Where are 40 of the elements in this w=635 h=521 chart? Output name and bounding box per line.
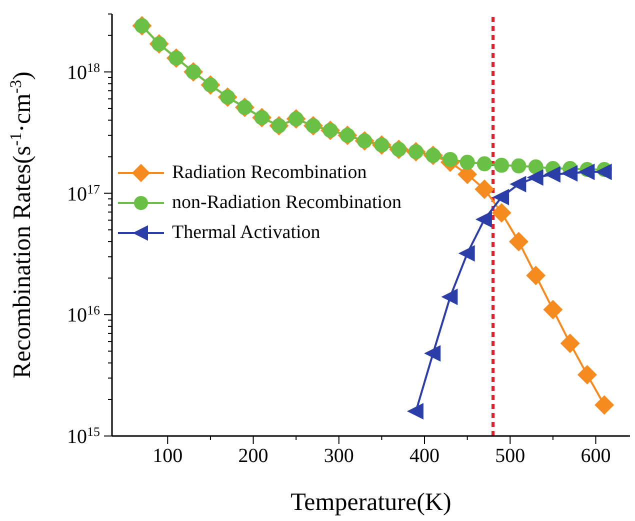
point	[561, 165, 578, 182]
point	[494, 158, 510, 173]
point	[560, 334, 580, 354]
point	[528, 159, 544, 174]
point	[508, 232, 528, 252]
x-tick-label: 300	[324, 445, 354, 467]
x-tick-label: 600	[580, 445, 611, 467]
point	[544, 166, 560, 183]
point	[476, 156, 492, 172]
y-tick-label: 10$^{15}$	[67, 424, 100, 448]
point	[595, 164, 612, 180]
x-axis-title: Temperature(K)	[290, 489, 452, 516]
point	[441, 288, 458, 306]
point	[594, 395, 614, 415]
point	[492, 203, 512, 223]
legend-label: Radiation Recombination	[172, 162, 367, 184]
point	[475, 211, 492, 228]
point	[460, 154, 475, 170]
point	[458, 245, 475, 262]
y-tick-label: 10$^{17}$	[67, 180, 100, 206]
point	[442, 152, 458, 167]
legend-label: Thermal Activation	[172, 222, 320, 244]
x-tick-label: 500	[495, 445, 526, 467]
x-tick-label: 200	[238, 445, 268, 467]
point	[526, 266, 546, 286]
point	[492, 188, 510, 206]
point	[406, 402, 424, 420]
x-tick-label: 400	[410, 445, 440, 467]
point	[526, 169, 544, 186]
point	[577, 364, 597, 384]
legend-label: non-Radiation Recombination	[172, 192, 402, 214]
y-tick-label: 10$^{16}$	[67, 302, 100, 327]
x-tick-label: 100	[152, 445, 183, 467]
point	[424, 345, 441, 362]
point	[474, 179, 494, 199]
point	[510, 176, 526, 192]
y-tick-label: 10$^{18}$	[67, 59, 100, 84]
point	[511, 158, 526, 174]
point	[578, 164, 595, 180]
point	[543, 300, 563, 320]
